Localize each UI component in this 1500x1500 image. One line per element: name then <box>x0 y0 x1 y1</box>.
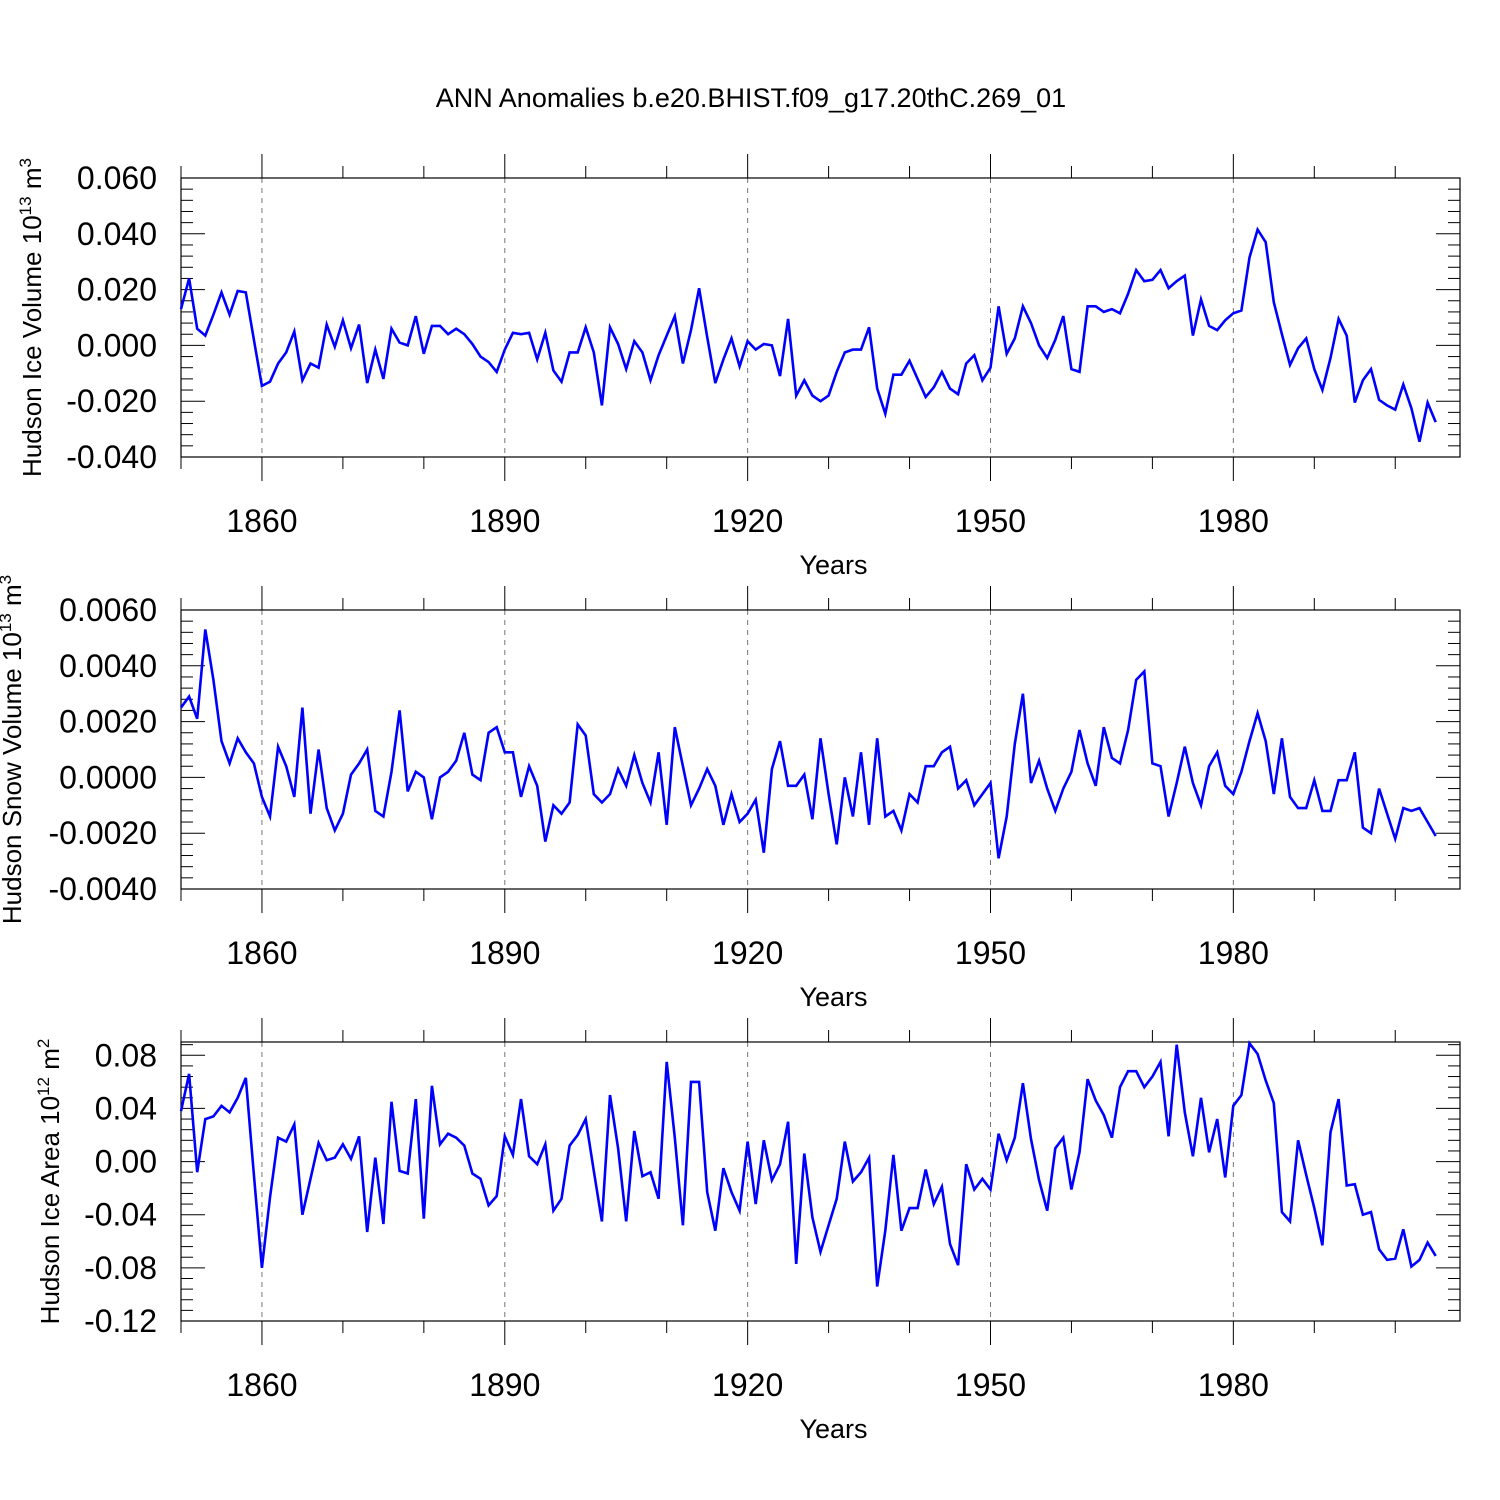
y-tick-label: 0.04 <box>95 1090 157 1126</box>
y-tick-label: 0.0000 <box>59 759 157 795</box>
x-tick-label: 1980 <box>1198 1367 1269 1403</box>
panel-1: 1860 1890 1920 1950 1980 -0.040 -0.020 0.000 0.0… <box>16 154 1461 580</box>
x-tick-label: 1890 <box>469 503 540 539</box>
x-tick-label: 1980 <box>1198 935 1269 971</box>
x-tick-label: 1950 <box>955 503 1026 539</box>
y-tick-label: 0.000 <box>77 327 157 363</box>
y-axis-label: Hudson Ice Volume 1013 m3 <box>16 158 47 477</box>
y-tick-label: 0.08 <box>95 1037 157 1073</box>
y-tick-label: 0.0020 <box>59 704 157 740</box>
y-tick-label: 0.0040 <box>59 648 157 684</box>
y-tick-label: -0.04 <box>84 1197 157 1233</box>
y-tick-label: -0.0040 <box>48 871 157 907</box>
plot-frame <box>180 1041 1461 1322</box>
plot-frame <box>180 609 1461 890</box>
y-tick-label: 0.060 <box>77 160 157 196</box>
y-tick-label: -0.040 <box>66 439 157 475</box>
plot-frame <box>180 177 1461 458</box>
y-tick-label: -0.020 <box>66 383 157 419</box>
y-tick-label: 0.020 <box>77 272 157 308</box>
series-line <box>179 1040 1437 1287</box>
y-tick-label: 0.00 <box>95 1144 157 1180</box>
x-tick-label: 1920 <box>712 1367 783 1403</box>
x-tick-label: 1890 <box>469 1367 540 1403</box>
x-tick-label: 1920 <box>712 935 783 971</box>
panel-2: 1860 1890 1920 1950 1980 -0.0040 -0.0020 0.0000… <box>0 575 1461 1012</box>
x-tick-label: 1950 <box>955 1367 1026 1403</box>
x-tick-label: 1920 <box>712 503 783 539</box>
y-tick-label: 0.040 <box>77 216 157 252</box>
x-tick-label: 1980 <box>1198 503 1269 539</box>
x-tick-label: 1950 <box>955 935 1026 971</box>
x-tick-label: 1890 <box>469 935 540 971</box>
y-tick-label: 0.0060 <box>59 592 157 628</box>
y-tick-label: -0.12 <box>84 1303 157 1339</box>
x-tick-label: 1860 <box>226 1367 297 1403</box>
y-tick-label: -0.08 <box>84 1250 157 1286</box>
y-axis-label: Hudson Snow Volume 1013 m3 <box>0 575 27 924</box>
x-axis-label: Years <box>799 982 867 1012</box>
panel-3: 1860 1890 1920 1950 1980 -0.12 -0.08 -0.04 0.00 0… <box>34 1018 1461 1444</box>
series-line <box>179 226 1437 443</box>
x-tick-label: 1860 <box>226 935 297 971</box>
x-tick-label: 1860 <box>226 503 297 539</box>
x-axis-label: Years <box>799 1414 867 1444</box>
figure-title: ANN Anomalies b.e20.BHIST.f09_g17.20thC.… <box>436 83 1066 113</box>
x-axis-label: Years <box>799 550 867 580</box>
series-line <box>179 629 1437 859</box>
y-axis-label: Hudson Ice Area 1012 m2 <box>34 1039 65 1325</box>
y-tick-label: -0.0020 <box>48 815 157 851</box>
